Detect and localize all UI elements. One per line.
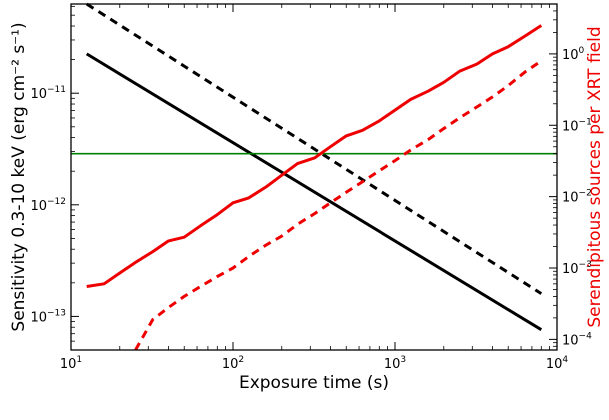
series-line-4 <box>86 24 543 288</box>
x-tick-label: 101 <box>60 355 82 372</box>
y-right-axis-ticks: 100 10−1 10−2 10−3 10−4 <box>549 10 592 348</box>
y-right-tick-label: 10−2 <box>562 189 592 206</box>
series-layer <box>71 2 557 351</box>
y-left-tick-label: 10−13 <box>30 308 66 325</box>
x-tick-label: 102 <box>222 355 244 372</box>
y-right-tick-label: 10−3 <box>562 260 592 277</box>
x-axis-label: Exposure time (s) <box>239 373 389 393</box>
y-left-axis-ticks: 10−11 10−12 10−13 <box>30 5 79 342</box>
y-left-tick-label: 10−11 <box>30 85 66 102</box>
x-axis-ticks: 101 102 103 104 <box>60 4 569 372</box>
y-right-tick-label: 10−4 <box>562 331 592 348</box>
plot-frame <box>70 3 558 351</box>
series-line-1 <box>85 52 543 331</box>
y-left-axis-label: Sensitivity 0.3-10 keV (erg cm⁻² s⁻¹) <box>9 22 29 331</box>
y-right-tick-label: 100 <box>562 46 585 63</box>
x-tick-label: 103 <box>384 355 406 372</box>
series-line-5 <box>134 59 543 351</box>
y-left-tick-label: 10−12 <box>30 197 66 214</box>
y-right-tick-label: 10−1 <box>562 117 592 134</box>
y-right-axis-label: Serendipitous sources per XRT field <box>585 26 605 327</box>
series-line-2 <box>85 2 543 295</box>
x-tick-label: 104 <box>546 355 569 372</box>
